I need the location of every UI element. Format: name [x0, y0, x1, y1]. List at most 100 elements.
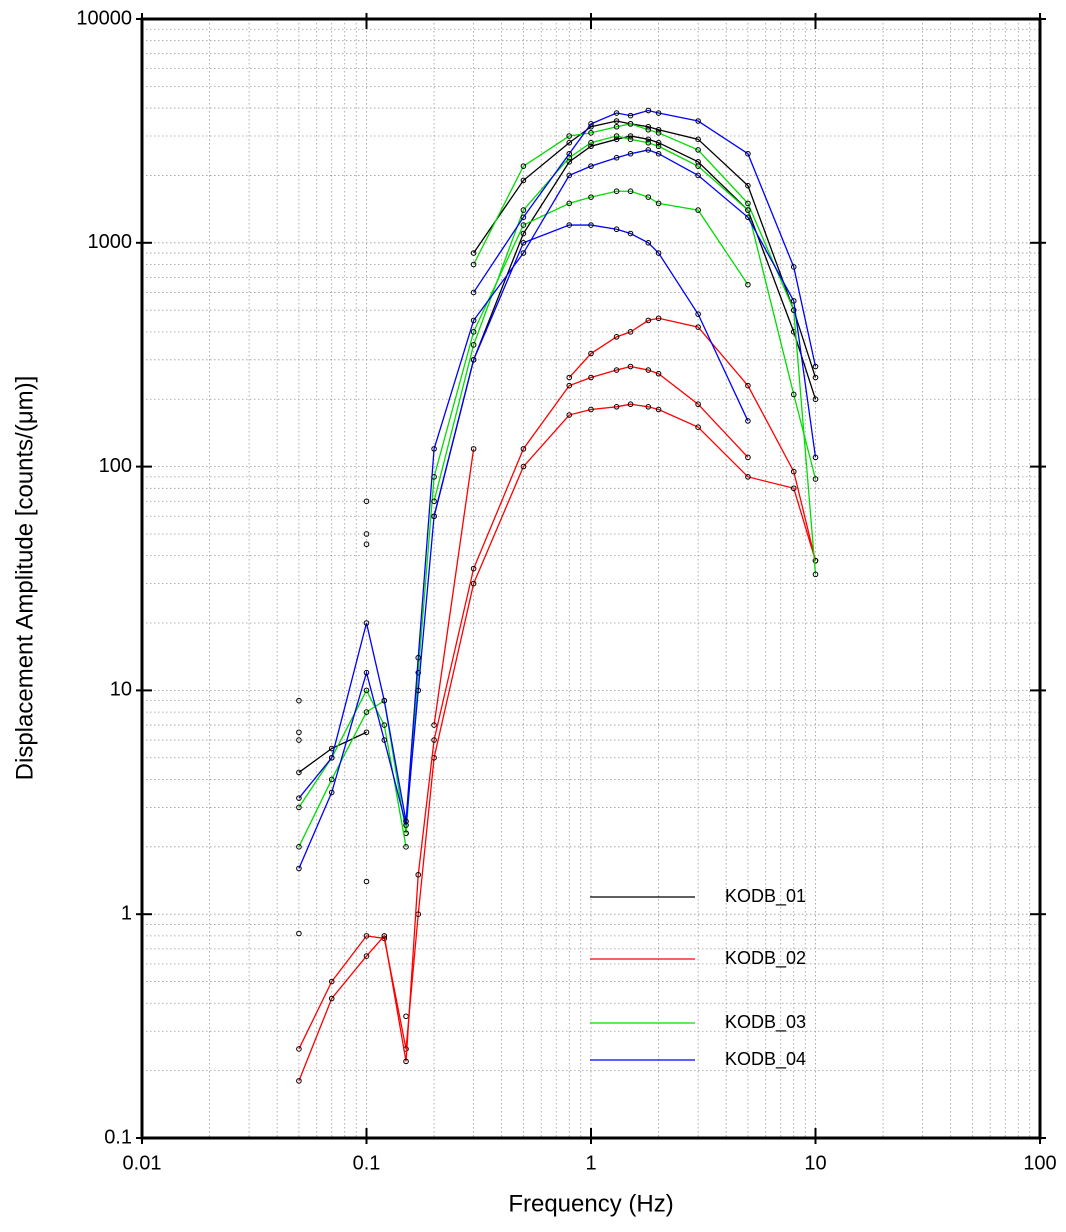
point-marker — [695, 118, 701, 124]
point-marker — [470, 250, 477, 256]
point-marker — [695, 136, 701, 143]
point-marker — [363, 498, 370, 505]
point-marker — [363, 687, 370, 694]
point-marker — [790, 307, 797, 313]
point-marker — [790, 298, 797, 304]
point-marker — [627, 121, 634, 127]
point-marker — [328, 995, 335, 1002]
point-marker — [296, 1046, 302, 1052]
point-marker — [470, 261, 477, 268]
x-tick-label: 1 — [585, 1152, 596, 1174]
point-marker — [588, 374, 594, 381]
point-marker — [588, 194, 594, 200]
point-marker — [613, 367, 620, 373]
point-marker — [790, 391, 797, 398]
point-marker — [655, 250, 662, 256]
point-marker — [403, 1058, 409, 1065]
point-marker — [790, 264, 797, 270]
point-marker — [655, 315, 662, 322]
x-tick-label: 0.01 — [123, 1152, 162, 1174]
point-marker — [655, 139, 662, 146]
series-line — [433, 135, 817, 502]
point-marker — [745, 281, 751, 288]
point-marker — [588, 406, 594, 413]
y-tick-label: 100 — [99, 455, 132, 477]
point-marker — [645, 136, 652, 143]
point-marker — [790, 468, 797, 475]
y-tick-label: 1000 — [88, 231, 133, 253]
point-marker — [328, 754, 335, 761]
point-marker — [566, 200, 573, 207]
point-marker — [655, 406, 662, 413]
point-marker — [655, 370, 662, 377]
point-marker — [812, 454, 819, 461]
point-marker — [520, 163, 527, 169]
point-marker — [415, 871, 422, 878]
point-marker — [695, 172, 701, 179]
point-marker — [613, 226, 620, 233]
point-marker — [613, 188, 620, 195]
point-marker — [655, 143, 662, 150]
point-marker — [588, 130, 594, 136]
point-marker — [470, 446, 477, 452]
point-marker — [812, 557, 819, 564]
point-marker — [520, 214, 527, 221]
point-marker — [695, 424, 701, 430]
point-marker — [588, 139, 594, 146]
point-marker — [363, 669, 370, 676]
point-marker — [745, 200, 751, 207]
point-marker — [613, 110, 620, 116]
point-marker — [812, 476, 819, 482]
point-marker — [296, 930, 302, 937]
point-marker — [588, 222, 594, 228]
series-line — [433, 135, 817, 517]
point-marker — [645, 123, 652, 130]
series-line — [298, 731, 367, 773]
series-line — [298, 190, 749, 848]
point-marker — [645, 317, 652, 324]
point-marker — [363, 729, 370, 736]
series-line — [298, 224, 749, 869]
x-tick-label: 0.1 — [353, 1152, 381, 1174]
point-marker — [695, 147, 701, 153]
point-marker — [745, 214, 751, 221]
point-marker — [627, 112, 634, 119]
legend-label: KODB_04 — [725, 1049, 806, 1070]
point-marker — [381, 697, 388, 704]
point-marker — [790, 485, 797, 492]
point-marker — [363, 709, 370, 715]
series-line — [298, 365, 749, 1082]
point-marker — [296, 769, 302, 776]
point-marker — [381, 737, 388, 743]
point-marker — [296, 795, 302, 801]
y-tick-label: 10000 — [76, 7, 132, 29]
point-marker — [627, 136, 634, 143]
point-marker — [627, 188, 634, 195]
point-marker — [745, 150, 751, 157]
y-tick-label: 10 — [110, 679, 132, 701]
series-line — [298, 688, 407, 847]
point-marker — [296, 697, 302, 704]
point-marker — [655, 130, 662, 136]
point-marker — [431, 513, 437, 520]
point-marker — [403, 822, 409, 828]
point-marker — [627, 150, 634, 157]
point-marker — [520, 446, 527, 452]
point-marker — [296, 865, 302, 872]
series-line — [568, 317, 817, 561]
point-marker — [470, 329, 477, 335]
point-marker — [296, 804, 302, 811]
point-marker — [520, 463, 527, 470]
point-marker — [470, 357, 477, 363]
point-marker — [812, 396, 819, 403]
point-marker — [470, 342, 477, 348]
point-marker — [470, 565, 477, 572]
point-marker — [403, 844, 409, 850]
point-marker — [613, 118, 620, 124]
point-marker — [363, 531, 370, 537]
point-marker — [566, 382, 573, 389]
legend-label: KODB_03 — [725, 1012, 806, 1033]
point-marker — [695, 401, 701, 408]
point-marker — [566, 222, 573, 228]
